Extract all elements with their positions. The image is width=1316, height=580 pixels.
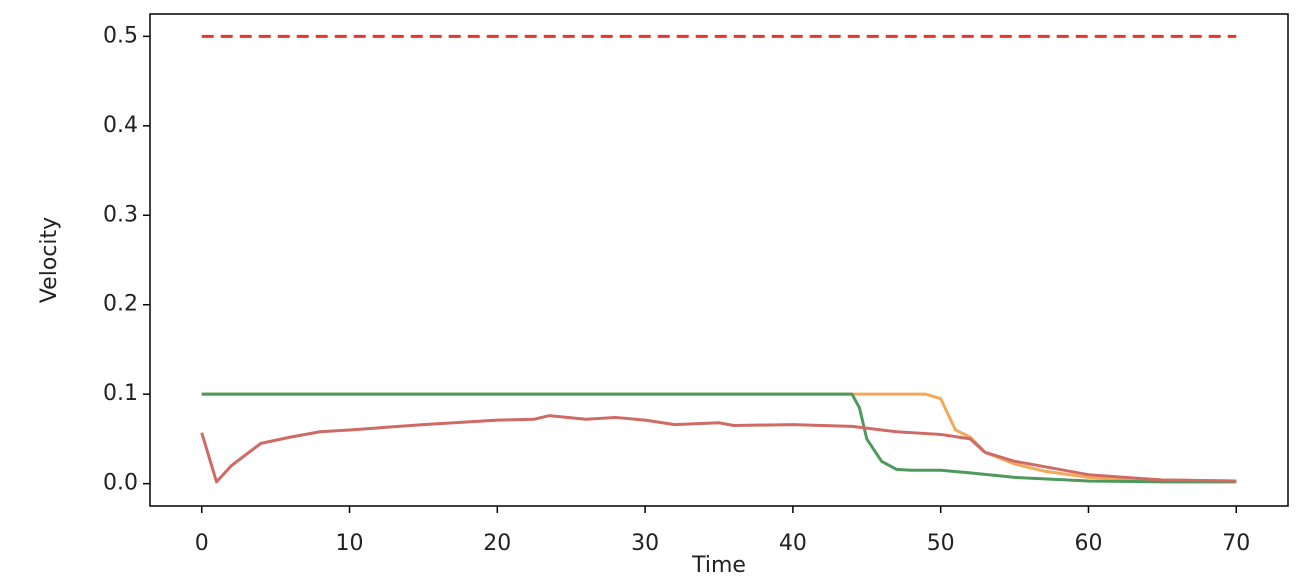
y-tick-label: 0.0: [103, 471, 138, 496]
x-tick-label: 30: [631, 531, 659, 556]
x-axis-label: Time: [691, 553, 746, 578]
y-tick-label: 0.1: [103, 381, 138, 406]
series-line: [200, 414, 1237, 484]
series-line: [201, 392, 1237, 484]
series-line: [201, 392, 1237, 483]
plot-frame: [149, 13, 1289, 507]
x-tick-label: 50: [927, 531, 955, 556]
y-tick-label: 0.5: [103, 23, 138, 48]
y-tick-label: 0.3: [103, 202, 138, 227]
x-tick-label: 40: [779, 531, 807, 556]
y-axis-label: Velocity: [37, 217, 62, 303]
x-tick-label: 20: [483, 531, 511, 556]
x-tick-label: 70: [1222, 531, 1250, 556]
x-tick-label: 0: [195, 531, 209, 556]
x-tick-label: 10: [336, 531, 364, 556]
x-tick-label: 60: [1074, 531, 1102, 556]
y-tick-label: 0.4: [103, 113, 138, 138]
y-tick-label: 0.2: [103, 292, 138, 317]
